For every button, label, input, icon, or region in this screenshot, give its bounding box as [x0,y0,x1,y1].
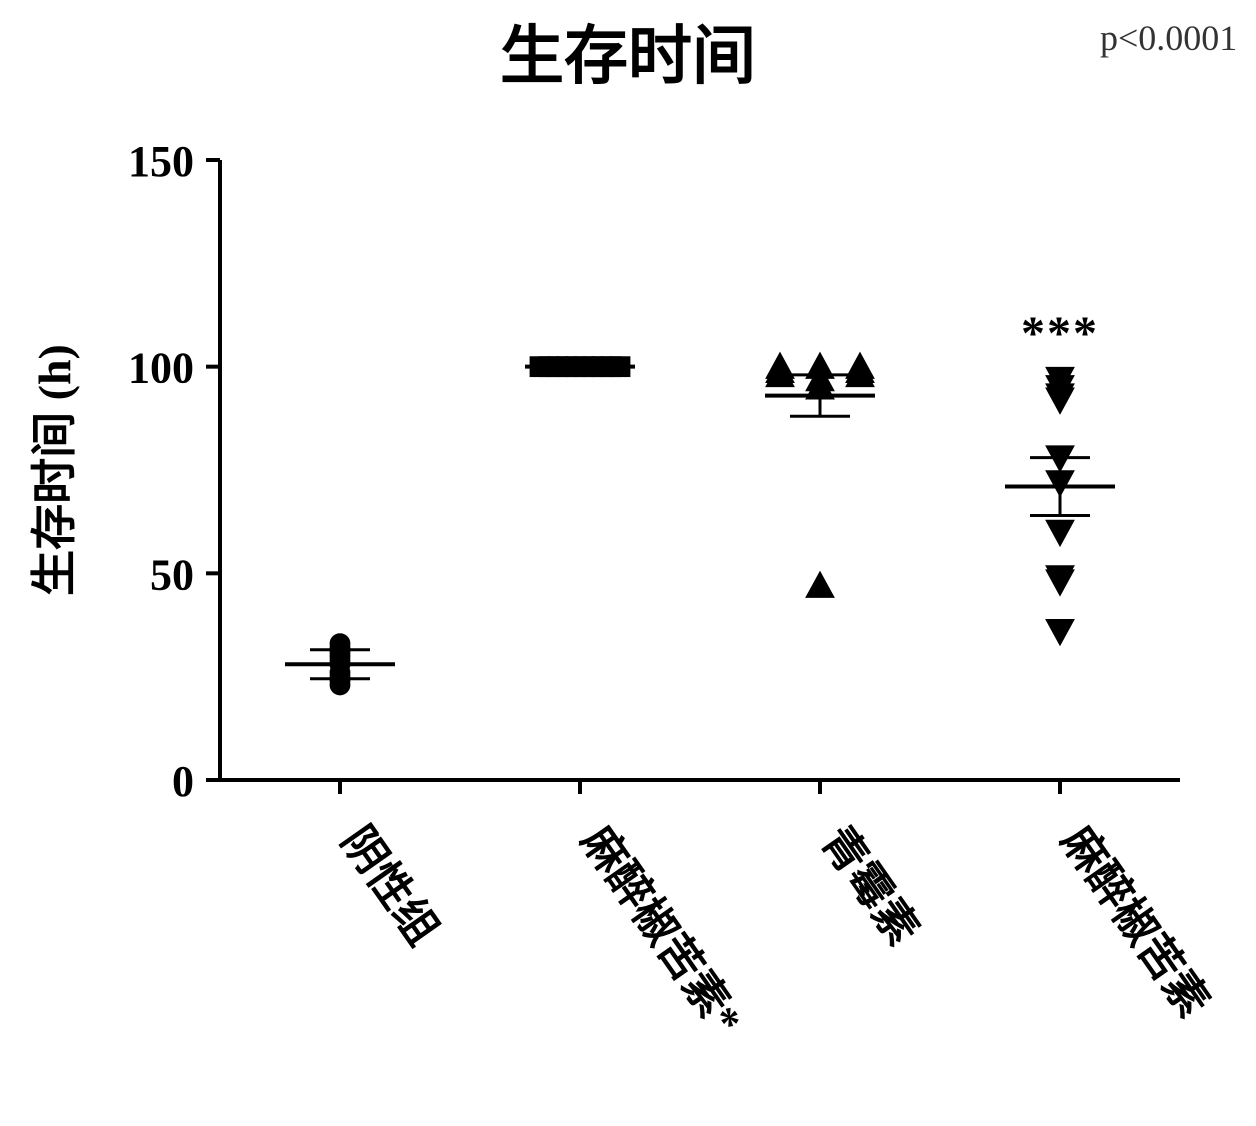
chart-svg: 生存时间 p<0.0001 0 50 100 150 生存时间 (h) 阴性组 麻醉椒苦素* 青霉… [0,0,1256,1126]
y-axis-label: 生存时间 (h) [29,344,80,596]
chart-container: 生存时间 p<0.0001 0 50 100 150 生存时间 (h) 阴性组 麻醉椒苦素* 青霉… [0,0,1256,1126]
p-value-text: p<0.0001 [1100,18,1237,58]
data-point-triangle-up [806,572,834,598]
y-tick-label: 150 [128,137,194,186]
y-tick-label: 0 [172,757,194,806]
data-point-triangle-down [1046,620,1074,646]
x-category-label: 阴性组 [332,818,448,954]
y-tick-label: 50 [150,550,194,599]
significance-stars: *** [1021,307,1099,360]
x-category-label: 麻醉椒苦素 [1052,818,1218,1026]
data-point-triangle-up [766,353,794,379]
data-point-triangle-down [1046,520,1074,546]
x-category-label: 麻醉椒苦素* [572,818,751,1044]
y-tick-label: 100 [128,344,194,393]
chart-title: 生存时间 [500,21,756,92]
data-point-triangle-up [846,353,874,379]
x-category-label: 青霉素 [812,818,928,954]
